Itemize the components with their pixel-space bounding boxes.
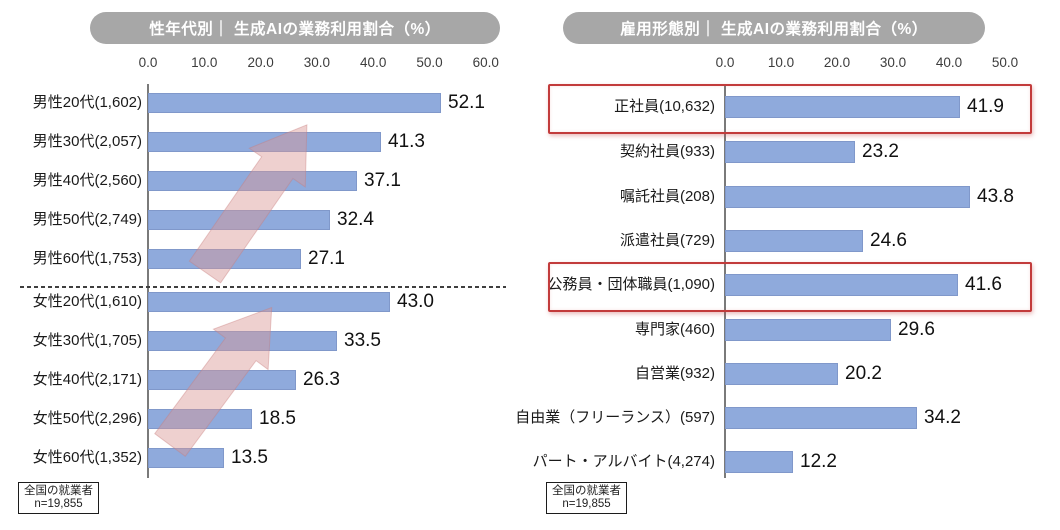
value-label: 32.4	[337, 209, 374, 230]
category-label: 派遣社員(729)	[619, 232, 715, 249]
chart-plot-gender-age: 0.0 10.0 20.0 30.0 40.0 50.0 60.0 男性20代(1,602) 5…	[8, 8, 513, 522]
note-line1: 全国の就業者	[552, 485, 621, 497]
axis-tick-label: 50.0	[991, 55, 1019, 70]
category-label: 男性30代(2,057)	[32, 133, 142, 150]
value-label: 20.2	[845, 363, 882, 384]
note-line2: n=19,855	[562, 498, 611, 510]
chart-title-gender-age: 性年代別｜ 生成AIの業務利用割合（%）	[90, 12, 500, 44]
note-line1: 全国の就業者	[24, 485, 93, 497]
note-line2: n=19,855	[34, 498, 83, 510]
category-label: 女性60代(1,352)	[32, 449, 142, 466]
bar	[148, 331, 337, 351]
highlight-box	[548, 262, 1032, 312]
category-label: 自由業（フリーランス）(597)	[515, 409, 715, 426]
axis-baseline	[147, 84, 149, 478]
category-label: 女性50代(2,296)	[32, 410, 142, 427]
value-label: 24.6	[870, 230, 907, 251]
bar	[148, 210, 330, 230]
value-label: 34.2	[924, 407, 961, 428]
category-label: パート・アルバイト(4,274)	[532, 453, 715, 470]
axis-tick-label: 60.0	[472, 55, 499, 70]
category-label: 自営業(932)	[634, 365, 715, 382]
value-label: 23.2	[862, 141, 899, 162]
axis-tick-label: 30.0	[879, 55, 907, 70]
bar	[725, 274, 958, 296]
value-label: 12.2	[800, 451, 837, 472]
bar	[725, 319, 891, 341]
category-label: 男性50代(2,749)	[32, 211, 142, 228]
category-label: 女性30代(1,705)	[32, 332, 142, 349]
axis-tick-label: 50.0	[416, 55, 443, 70]
bar	[148, 132, 381, 152]
bar	[725, 451, 793, 473]
bar	[148, 292, 390, 312]
axis-tick-label: 10.0	[767, 55, 795, 70]
category-label: 契約社員(933)	[619, 143, 715, 160]
category-label: 男性20代(1,602)	[32, 94, 142, 111]
bar	[725, 186, 970, 208]
category-label: 男性60代(1,753)	[32, 250, 142, 267]
bar	[725, 230, 863, 252]
value-label: 43.0	[397, 291, 434, 312]
value-label: 43.8	[977, 186, 1014, 207]
chart-plot-employment-type: 0.0 10.0 20.0 30.0 40.0 50.0 正社員(10,632) 41.9 契約…	[515, 8, 1055, 522]
value-label: 37.1	[364, 170, 401, 191]
value-label: 41.9	[967, 96, 1004, 117]
value-label: 13.5	[231, 447, 268, 468]
category-label: 嘱託社員(208)	[619, 188, 715, 205]
bar	[148, 448, 224, 468]
highlight-box	[548, 84, 1032, 134]
value-label: 27.1	[308, 248, 345, 269]
category-label: 女性20代(1,610)	[32, 293, 142, 310]
category-label: 女性40代(2,171)	[32, 371, 142, 388]
axis-tick-label: 40.0	[935, 55, 963, 70]
sample-note-box: 全国の就業者 n=19,855	[18, 482, 99, 514]
axis-tick-label: 40.0	[360, 55, 387, 70]
value-label: 29.6	[898, 319, 935, 340]
category-label: 正社員(10,632)	[614, 98, 715, 115]
value-label: 26.3	[303, 369, 340, 390]
bar	[725, 363, 838, 385]
bar	[725, 96, 960, 118]
category-label: 男性40代(2,560)	[32, 172, 142, 189]
chart-gender-age: 性年代別｜ 生成AIの業務利用割合（%） 0.0 10.0 20.0 30.0 40.0…	[8, 8, 513, 522]
bar	[148, 171, 357, 191]
value-label: 33.5	[344, 330, 381, 351]
sample-note-box: 全国の就業者 n=19,855	[546, 482, 627, 514]
value-label: 18.5	[259, 408, 296, 429]
group-separator-dashed-line	[20, 286, 506, 288]
value-label: 41.3	[388, 131, 425, 152]
axis-tick-label: 30.0	[303, 55, 331, 70]
axis-tick-label: 20.0	[823, 55, 851, 70]
chart-title-employment-type: 雇用形態別｜ 生成AIの業務利用割合（%）	[563, 12, 985, 44]
value-label: 52.1	[448, 92, 485, 113]
bar	[725, 141, 855, 163]
bar	[725, 407, 917, 429]
bar	[148, 370, 296, 390]
bar	[148, 93, 441, 113]
category-label: 専門家(460)	[634, 321, 715, 338]
axis-tick-label: 0.0	[138, 55, 158, 70]
category-label: 公務員・団体職員(1,090)	[547, 276, 715, 293]
axis-tick-label: 10.0	[191, 55, 218, 70]
bar	[148, 249, 301, 269]
axis-tick-label: 0.0	[715, 55, 735, 70]
chart-employment-type: 雇用形態別｜ 生成AIの業務利用割合（%） 0.0 10.0 20.0 30.0 40.…	[515, 8, 1055, 522]
axis-tick-label: 20.0	[247, 55, 274, 70]
value-label: 41.6	[965, 274, 1002, 295]
bar	[148, 409, 252, 429]
